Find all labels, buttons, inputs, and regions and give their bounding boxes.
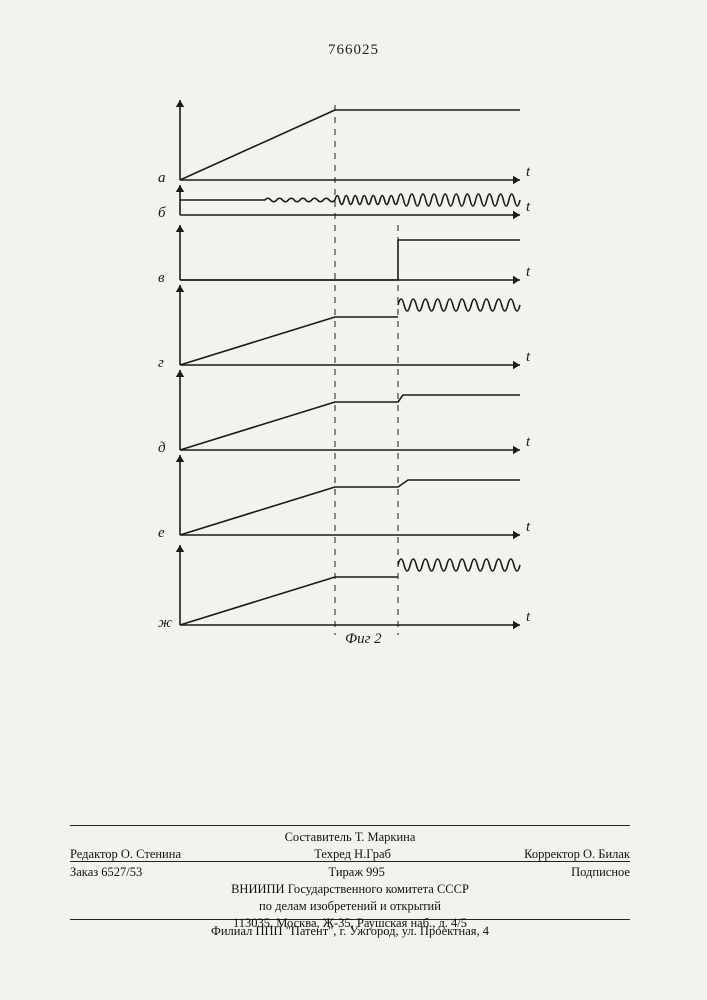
footer-rule-1: [70, 825, 630, 826]
footer-block-2: Заказ 6527/53 Тираж 995 Подписное ВНИИПИ…: [70, 864, 630, 932]
compiler-line: Составитель Т. Маркина: [70, 829, 630, 846]
svg-text:t: t: [526, 519, 531, 535]
vniipi-line: ВНИИПИ Государственного комитета СССР: [70, 881, 630, 898]
order-row: Заказ 6527/53 Тираж 995 Подписное: [70, 864, 630, 881]
po-delam-line: по делам изобретений и открытий: [70, 898, 630, 915]
svg-text:е: е: [158, 525, 165, 541]
credits-row: Редактор О. Стенина Техред Н.Граб Коррек…: [70, 846, 630, 863]
svg-text:д: д: [158, 440, 166, 456]
svg-text:t: t: [526, 264, 531, 280]
svg-text:t: t: [526, 434, 531, 450]
order-number: Заказ 6527/53: [70, 864, 142, 881]
svg-text:б: б: [158, 205, 166, 221]
techred: Техред Н.Граб: [314, 846, 391, 863]
footer-block-1: Составитель Т. Маркина Редактор О. Стени…: [70, 829, 630, 863]
svg-text:t: t: [526, 164, 531, 180]
document-number: 766025: [0, 42, 707, 59]
tirazh: Тираж 995: [329, 864, 385, 881]
svg-text:в: в: [158, 270, 165, 286]
svg-text:ж: ж: [158, 615, 172, 631]
editor: Редактор О. Стенина: [70, 846, 181, 863]
svg-text:г: г: [158, 355, 164, 371]
svg-text:а: а: [158, 170, 166, 186]
podpisnoe: Подписное: [571, 864, 630, 881]
svg-text:Фиг 2: Фиг 2: [345, 631, 382, 647]
svg-text:t: t: [526, 609, 531, 625]
svg-text:t: t: [526, 349, 531, 365]
svg-text:t: t: [526, 199, 531, 215]
timing-diagram-figure: t а t б t в t г t д t е t ж Фиг 2: [140, 95, 560, 650]
filial-line: Филиал ППП "Патент", г. Ужгород, ул. Про…: [70, 923, 630, 940]
corrector: Корректор О. Билак: [524, 846, 630, 863]
footer-block-3: Филиал ППП "Патент", г. Ужгород, ул. Про…: [70, 923, 630, 940]
